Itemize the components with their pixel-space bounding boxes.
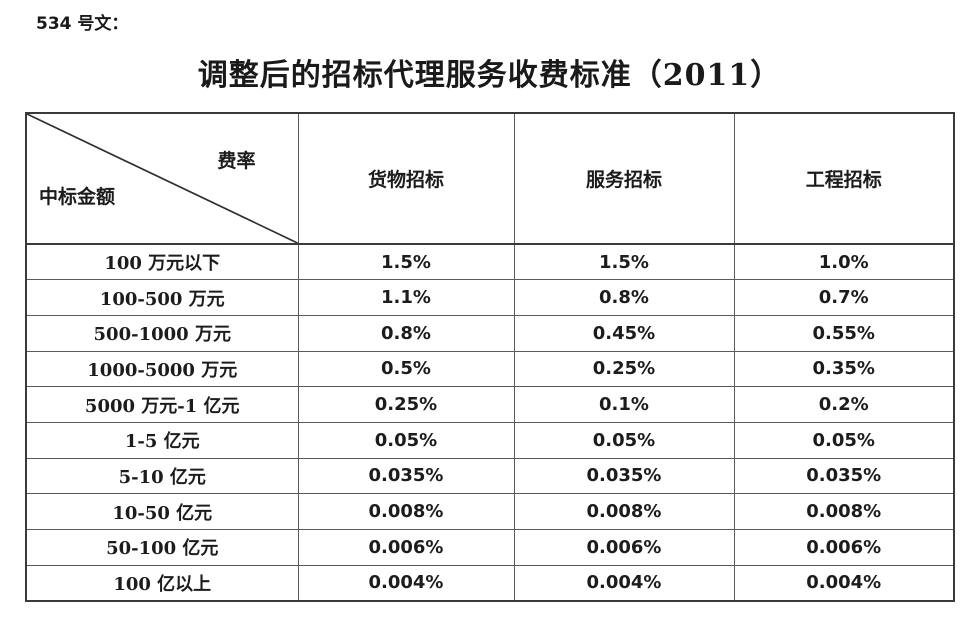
- corner-label-rate: 费率: [217, 150, 256, 172]
- row-label: 50-100 亿元: [25, 529, 299, 566]
- rate-cell: 0.25%: [297, 386, 515, 423]
- row-label: 5000 万元-1 亿元: [25, 386, 299, 423]
- rate-cell: 0.035%: [297, 457, 515, 495]
- rate-cell: 0.035%: [733, 457, 955, 495]
- row-label: 1-5 亿元: [25, 421, 299, 459]
- row-label: 100 亿以上: [25, 564, 299, 602]
- table-row: 100-500 万元 1.1% 0.8% 0.7%: [25, 279, 955, 316]
- doc-ref: 534 号文：: [36, 14, 129, 34]
- rate-cell: 0.35%: [733, 350, 955, 388]
- rate-cell: 0.05%: [513, 421, 735, 459]
- rate-cell: 1.5%: [513, 243, 735, 281]
- column-header-goods: 货物招标: [297, 112, 515, 245]
- header-row: 费率 中标金额 货物招标 服务招标 工程招标: [25, 112, 955, 245]
- page-title: 调整后的招标代理服务收费标准（2011）: [197, 58, 782, 93]
- rate-cell: 0.004%: [733, 564, 955, 602]
- rate-cell: 0.006%: [513, 529, 735, 566]
- row-label: 500-1000 万元: [25, 314, 299, 352]
- rate-cell: 0.45%: [513, 314, 735, 352]
- rate-cell: 0.008%: [513, 493, 735, 530]
- rate-cell: 0.8%: [297, 314, 515, 352]
- rate-cell: 1.1%: [297, 279, 515, 316]
- row-label: 10-50 亿元: [25, 493, 299, 530]
- rate-cell: 0.8%: [513, 279, 735, 316]
- fee-rate-table: 费率 中标金额 货物招标 服务招标 工程招标 100 万元以下 1.5% 1.5…: [25, 112, 955, 602]
- table-row: 100 万元以下 1.5% 1.5% 1.0%: [25, 243, 955, 281]
- rate-cell: 0.008%: [733, 493, 955, 530]
- rate-cell: 0.7%: [733, 279, 955, 316]
- row-label: 5-10 亿元: [25, 457, 299, 495]
- rate-cell: 1.0%: [733, 243, 955, 281]
- rate-cell: 0.1%: [513, 386, 735, 423]
- table-row: 10-50 亿元 0.008% 0.008% 0.008%: [25, 493, 955, 530]
- column-header-works: 工程招标: [733, 112, 955, 245]
- rate-cell: 1.5%: [297, 243, 515, 281]
- rate-cell: 0.2%: [733, 386, 955, 423]
- rate-cell: 0.55%: [733, 314, 955, 352]
- table-row: 1000-5000 万元 0.5% 0.25% 0.35%: [25, 350, 955, 388]
- table-row: 5000 万元-1 亿元 0.25% 0.1% 0.2%: [25, 386, 955, 423]
- rate-cell: 0.05%: [297, 421, 515, 459]
- diagonal-line: [27, 114, 298, 243]
- table-row: 5-10 亿元 0.035% 0.035% 0.035%: [25, 457, 955, 495]
- column-header-services: 服务招标: [513, 112, 735, 245]
- row-label: 100 万元以下: [25, 243, 299, 281]
- rate-cell: 0.004%: [513, 564, 735, 602]
- rate-cell: 0.004%: [297, 564, 515, 602]
- table-row: 1-5 亿元 0.05% 0.05% 0.05%: [25, 421, 955, 459]
- corner-label-bid-amount: 中标金额: [39, 186, 116, 208]
- rate-cell: 0.006%: [733, 529, 955, 566]
- table-row: 100 亿以上 0.004% 0.004% 0.004%: [25, 564, 955, 602]
- row-label: 1000-5000 万元: [25, 350, 299, 388]
- rate-cell: 0.035%: [513, 457, 735, 495]
- rate-cell: 0.05%: [733, 421, 955, 459]
- table-row: 50-100 亿元 0.006% 0.006% 0.006%: [25, 529, 955, 566]
- rate-cell: 0.5%: [297, 350, 515, 388]
- rate-cell: 0.25%: [513, 350, 735, 388]
- table-row: 500-1000 万元 0.8% 0.45% 0.55%: [25, 314, 955, 352]
- row-label: 100-500 万元: [25, 279, 299, 316]
- corner-cell: 费率 中标金额: [25, 112, 299, 245]
- rate-cell: 0.006%: [297, 529, 515, 566]
- rate-cell: 0.008%: [297, 493, 515, 530]
